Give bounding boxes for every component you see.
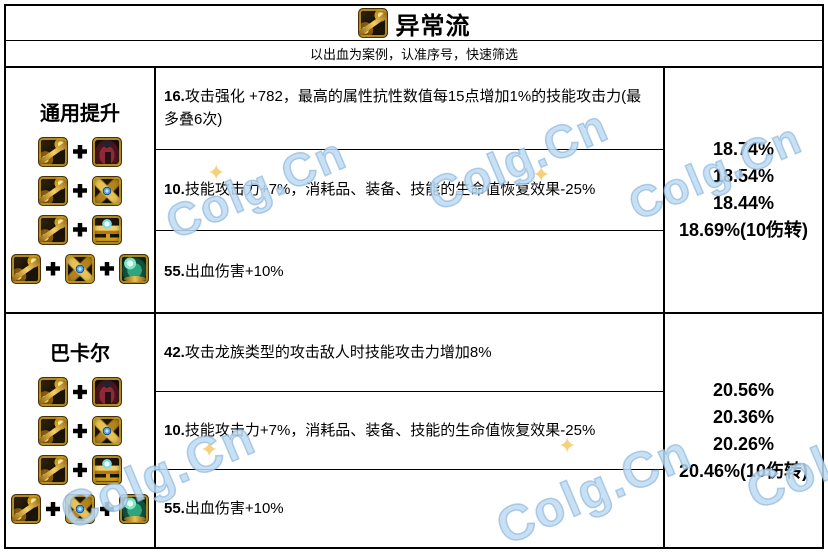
red-coat-icon: [92, 136, 122, 167]
section-heading: 巴卡尔: [50, 343, 110, 365]
gold-emblem-icon: [38, 416, 68, 446]
equipment-combo: [11, 494, 149, 524]
section-bakal: 巴卡尔 42.攻击龙族类型的攻击敌人时技能攻击力增加8% 10.技能攻击力+7%…: [6, 312, 822, 547]
result-value: 18.74%: [712, 139, 775, 159]
effect-number: 55.: [164, 499, 185, 517]
effect-row: 10.技能攻击力+7%，消耗品、装备、技能的生命值恢复效果-25%: [156, 391, 663, 469]
gold-emblem-icon: [38, 175, 68, 206]
effect-row: 55.出血伤害+10%: [156, 469, 663, 547]
teal-orb-icon: [119, 494, 149, 524]
plus-icon: [100, 261, 114, 276]
effect-text: 55.出血伤害+10%: [164, 499, 284, 517]
plus-icon: [46, 261, 60, 276]
result-value: 20.56%: [712, 379, 775, 400]
equipment-combo: [38, 175, 122, 206]
plus-icon: [73, 463, 87, 477]
plus-icon: [46, 502, 60, 516]
section-bakal-equipment: 巴卡尔: [6, 314, 156, 547]
title-icon-wrap: [357, 8, 388, 38]
equipment-combo: [11, 253, 149, 284]
gold-belt-icon: [92, 175, 122, 206]
plus-icon: [73, 183, 87, 198]
gold-emblem-icon: [357, 8, 388, 38]
effect-text: 16.攻击强化 +782，最高的属性抗性数值每15点增加1%的技能攻击力(最多叠…: [164, 88, 642, 129]
effect-number: 42.: [164, 343, 185, 361]
gold-belt-icon: [92, 416, 122, 446]
effect-number: 55.: [164, 263, 185, 281]
section-bakal-effects: 42.攻击龙族类型的攻击敌人时技能攻击力增加8% 10.技能攻击力+7%，消耗品…: [156, 314, 665, 547]
gold-emblem-icon: [38, 136, 68, 167]
gold-emblem-icon: [11, 253, 41, 284]
effect-row: 42.攻击龙族类型的攻击敌人时技能攻击力增加8%: [156, 314, 663, 391]
plus-icon: [100, 502, 114, 516]
effect-text: 42.攻击龙族类型的攻击敌人时技能攻击力增加8%: [164, 343, 492, 361]
equipment-combo: [38, 377, 122, 407]
effect-text: 10.技能攻击力+7%，消耗品、装备、技能的生命值恢复效果-25%: [164, 421, 596, 439]
plus-icon: [73, 385, 87, 399]
gold-belt-icon: [65, 494, 95, 524]
effect-row: 16.攻击强化 +782，最高的属性抗性数值每15点增加1%的技能攻击力(最多叠…: [156, 68, 663, 149]
equipment-combo: [38, 455, 122, 485]
result-value: 20.46%(10伤转): [678, 460, 809, 481]
effect-number: 16.: [164, 88, 185, 106]
page-subtitle: 以出血为案例，认准序号，快速筛选: [309, 47, 518, 62]
result-value: 18.69%(10伤转): [678, 220, 809, 240]
section-general-effects: 16.攻击强化 +782，最高的属性抗性数值每15点增加1%的技能攻击力(最多叠…: [156, 68, 665, 312]
plus-icon: [73, 222, 87, 237]
section-general: 通用提升 16.攻击强化 +782，最高的属性抗性数值每15点增加1%的技能攻击…: [6, 68, 822, 312]
equipment-combo: [38, 416, 122, 446]
effect-row: 55.出血伤害+10%: [156, 230, 663, 312]
equipment-combo: [38, 136, 122, 167]
section-bakal-results: 20.56% 20.36% 20.26% 20.46%(10伤转): [665, 314, 822, 547]
gold-emblem-icon: [38, 377, 68, 407]
result-value: 20.26%: [712, 433, 775, 454]
plus-icon: [73, 144, 87, 159]
gold-emblem-icon: [38, 455, 68, 485]
section-general-equipment: 通用提升: [6, 68, 156, 312]
effect-text: 10.技能攻击力+7%，消耗品、装备、技能的生命值恢复效果-25%: [164, 181, 596, 199]
plus-icon: [73, 424, 87, 438]
section-general-results: 18.74% 18.54% 18.44% 18.69%(10伤转): [665, 68, 822, 312]
result-value: 18.54%: [712, 166, 775, 186]
gold-cup-icon: [92, 455, 122, 485]
result-value: 20.36%: [712, 406, 775, 427]
gold-cup-icon: [92, 214, 122, 245]
result-value: 18.44%: [712, 193, 775, 213]
effect-text: 55.出血伤害+10%: [164, 263, 284, 281]
section-heading: 通用提升: [40, 102, 120, 125]
gold-belt-icon: [65, 253, 95, 284]
effect-number: 10.: [164, 181, 185, 199]
page-title: 异常流: [395, 12, 471, 40]
red-coat-icon: [92, 377, 122, 407]
effect-number: 10.: [164, 421, 185, 439]
build-table: 异常流 以出血为案例，认准序号，快速筛选 通用提升 16.攻击强化 +782，最…: [4, 4, 824, 549]
table-header: 异常流: [6, 6, 822, 41]
equipment-combo: [38, 214, 122, 245]
table-subtitle-row: 以出血为案例，认准序号，快速筛选: [6, 41, 822, 68]
teal-orb-icon: [119, 253, 149, 284]
gold-emblem-icon: [38, 214, 68, 245]
gold-emblem-icon: [11, 494, 41, 524]
effect-row: 10.技能攻击力+7%，消耗品、装备、技能的生命值恢复效果-25%: [156, 148, 663, 231]
